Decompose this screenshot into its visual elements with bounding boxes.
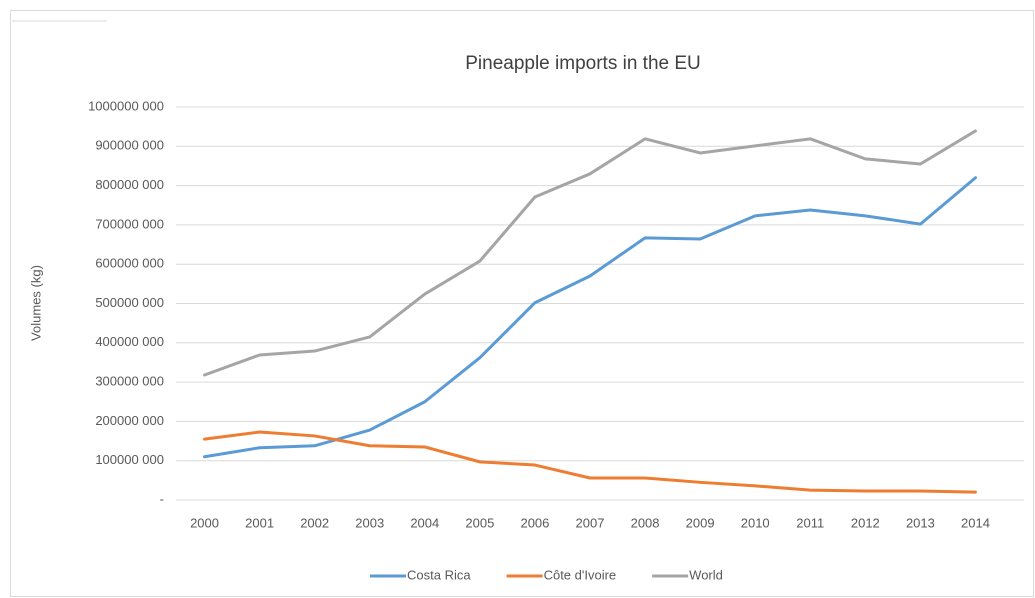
y-tick-label: 700000 000 — [95, 216, 164, 231]
x-tick-label: 2009 — [686, 515, 715, 530]
x-tick-label: 2005 — [465, 515, 494, 530]
legend-label: Costa Rica — [407, 567, 471, 582]
x-tick-label: 2002 — [300, 515, 329, 530]
legend-label: World — [689, 567, 723, 582]
x-tick-label: 2000 — [190, 515, 219, 530]
y-axis-label: Volumes (kg) — [28, 265, 43, 341]
y-tick-label: 900000 000 — [95, 138, 164, 153]
x-tick-label: 2014 — [961, 515, 990, 530]
x-tick-label: 2008 — [631, 515, 660, 530]
y-tick-label: 600000 000 — [95, 256, 164, 271]
x-tick-label: 2011 — [796, 515, 824, 530]
x-tick-label: 2010 — [741, 515, 770, 530]
chart-title: Pineapple imports in the EU — [465, 53, 701, 74]
x-tick-label: 2007 — [576, 515, 605, 530]
x-tick-label: 2003 — [355, 515, 384, 530]
x-tick-label: 2013 — [906, 515, 935, 530]
y-tick-label: 800000 000 — [95, 177, 164, 192]
y-tick-label: 200000 000 — [95, 413, 164, 428]
legend-label: Côte d'Ivoire — [544, 567, 617, 582]
x-tick-label: 2006 — [520, 515, 549, 530]
y-tick-label: - — [160, 491, 164, 506]
data-line — [203, 129, 977, 377]
x-tick-label: 2001 — [245, 515, 274, 530]
y-tick-label: 100000 000 — [95, 452, 164, 467]
y-tick-label: 1000000 000 — [88, 98, 164, 113]
x-tick-label: 2012 — [851, 515, 880, 530]
data-line — [203, 430, 977, 494]
y-tick-label: 300000 000 — [95, 374, 164, 389]
x-tick-label: 2004 — [410, 515, 439, 530]
y-tick-label: 500000 000 — [95, 295, 164, 310]
y-tick-label: 400000 000 — [95, 334, 164, 349]
